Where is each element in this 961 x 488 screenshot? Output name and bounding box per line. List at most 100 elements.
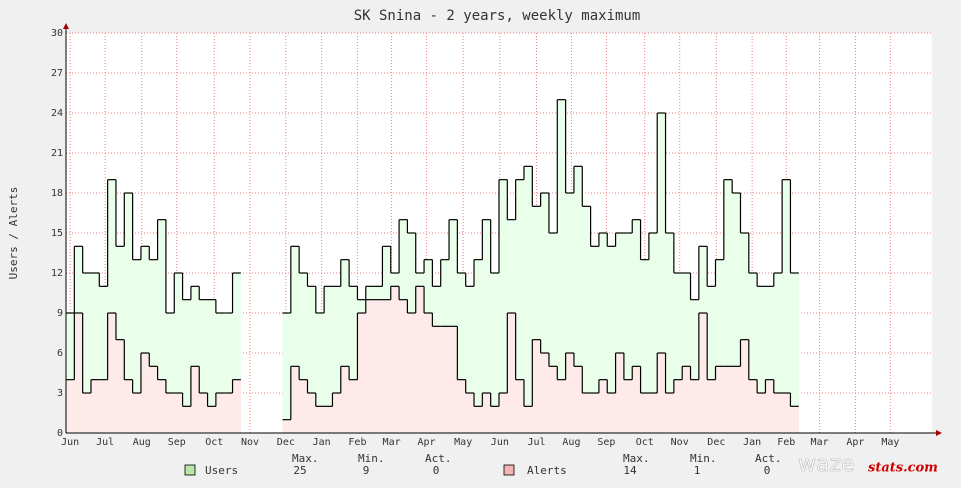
axes [63,23,942,436]
area-step [723,366,733,433]
area-step [457,273,466,433]
area-step [140,353,150,433]
area-step [66,379,75,433]
area-step [665,233,675,433]
legend-swatch [503,464,515,476]
area-step [657,113,666,433]
legend-stat: 25 [293,464,306,477]
area-step [99,286,108,433]
area-step [215,313,225,433]
x-tick-label: Apr [418,437,436,448]
area-step [690,299,700,433]
area-step [315,406,325,433]
area-step [82,393,92,433]
area-step [657,353,666,433]
area-step [548,233,558,433]
area-step [149,366,158,433]
area-step [132,393,142,433]
area-step [232,273,242,433]
area-step [357,313,367,433]
area-step [90,379,100,433]
area-step [557,379,566,433]
area-step [582,206,591,433]
x-tick-label: Apr [846,437,864,448]
legend-header: Act. [755,452,782,465]
y-tick-label: 3 [57,388,63,399]
area-step [748,379,758,433]
x-tick-label: May [881,437,899,448]
area-step [557,99,566,434]
area-step [490,406,500,433]
legend-header: Max. [292,452,319,465]
area-step [707,379,716,433]
area-step [340,366,350,433]
area-step [782,393,791,433]
area-step [757,393,766,433]
area-step [474,406,483,433]
lines [66,99,799,421]
chart-title: SK Snina - 2 years, weekly maximum [354,8,641,24]
area-step [324,286,333,433]
area-step [673,273,683,433]
area-step [782,179,791,433]
area-step [124,379,133,433]
area-step [182,406,192,433]
area-step [107,313,117,433]
y-tick-label: 24 [51,108,63,119]
area-step [299,273,308,433]
area-step [582,393,591,433]
legend-label: Alerts [527,464,567,477]
area-step [565,353,575,433]
area-step [190,366,200,433]
area-step [232,379,242,433]
area-step [332,286,342,433]
area-step [532,339,541,433]
area-step [740,339,750,433]
area-step [673,379,683,433]
x-tick-label: Sep [597,437,615,448]
area-step [107,179,117,433]
area-step [540,193,550,433]
area-step [773,393,783,433]
area-step [540,353,550,433]
area-step [224,393,233,433]
area-step [349,379,358,433]
area-step [632,219,641,433]
y-tick-label: 0 [57,428,63,439]
area-step [157,219,167,433]
area-step [199,299,208,433]
x-tick-label: Mar [383,437,401,448]
x-tick-label: Nov [671,437,689,448]
x-tick-label: Oct [205,437,223,448]
x-tick-label: May [454,437,472,448]
area-step [99,379,108,433]
area-step [598,379,608,433]
area-step [140,246,150,433]
legend-stat: 14 [623,464,637,477]
area-step [324,406,333,433]
area-step [199,393,208,433]
area-step [399,299,408,433]
area-step [515,179,525,433]
area-step [440,326,450,433]
areas [66,99,800,434]
area-step [748,273,758,433]
legend-stat: 0 [764,464,771,477]
area-step [424,313,433,433]
area-step [132,259,142,433]
area-step [573,366,583,433]
legend-stat: 9 [363,464,370,477]
y-tick-label: 30 [51,28,63,39]
area-step [590,246,600,433]
x-tick-label: Jun [491,437,509,448]
area-step [732,366,741,433]
area-step [224,313,233,433]
area-step [499,179,508,433]
area-step [573,166,583,434]
y-tick-label: 21 [51,148,63,159]
area-step [499,393,508,433]
area-step [715,366,725,433]
area-step [773,273,783,433]
area-step [157,379,167,433]
